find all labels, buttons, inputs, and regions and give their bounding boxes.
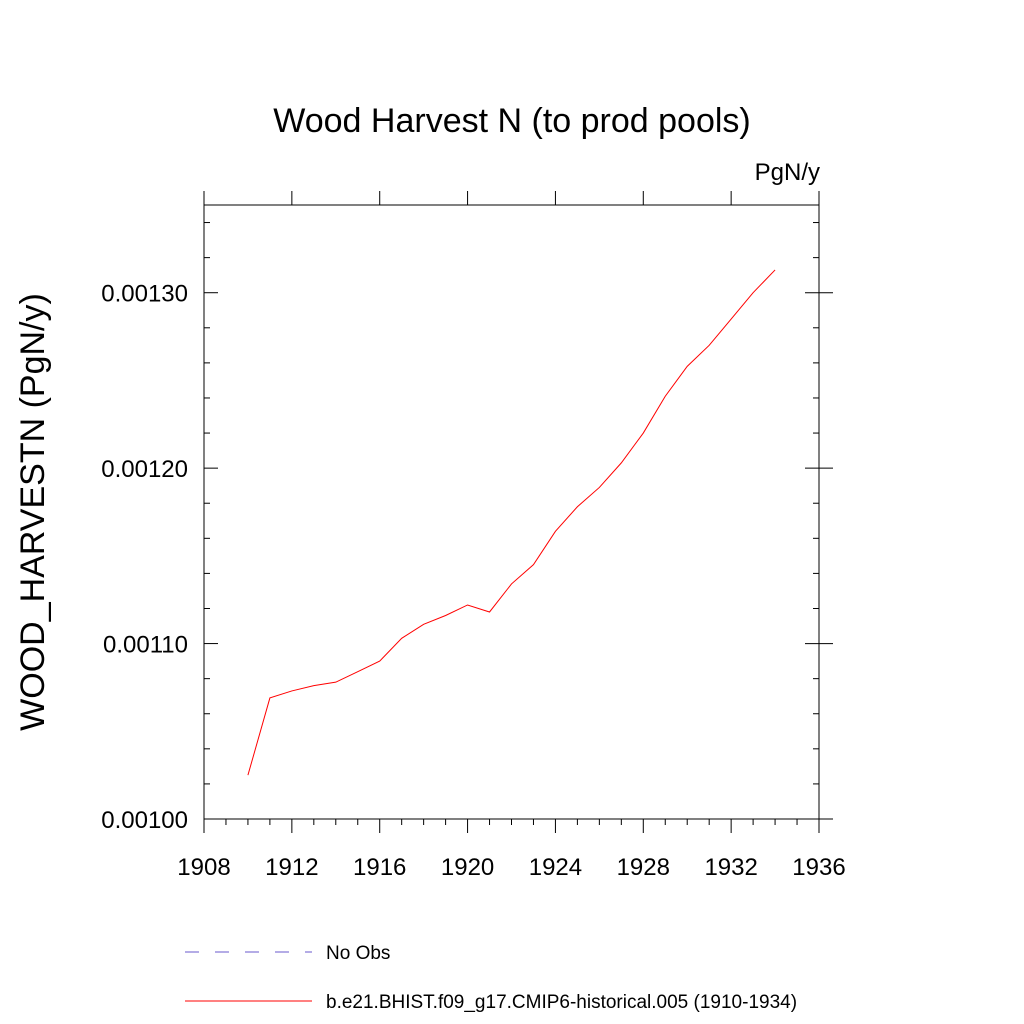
y-tick-label: 0.00100 — [101, 807, 188, 834]
x-tick-label: 1908 — [177, 854, 230, 881]
units-label: PgN/y — [755, 159, 820, 186]
x-tick-label: 1932 — [704, 854, 757, 881]
chart-title: Wood Harvest N (to prod pools) — [273, 102, 750, 140]
y-tick-label: 0.00130 — [101, 281, 188, 308]
axis-ticks — [203, 191, 833, 833]
y-tick-label: 0.00120 — [101, 456, 188, 483]
x-tick-label: 1924 — [529, 854, 582, 881]
legend: No Obs b.e21.BHIST.f09_g17.CMIP6-historic… — [185, 943, 797, 1013]
x-tick-label: 1912 — [265, 854, 318, 881]
x-tick-label: 1920 — [441, 854, 494, 881]
plot-frame — [203, 204, 820, 820]
y-tick-label: 0.00110 — [103, 632, 188, 659]
x-tick-label: 1928 — [617, 854, 670, 881]
series-line — [247, 269, 776, 776]
x-tick-label: 1916 — [353, 854, 406, 881]
legend-label: No Obs — [326, 943, 390, 964]
y-axis-label: WOOD_HARVESTN (PgN/y) — [14, 293, 52, 731]
axis-tick-labels: 1908 1912 1916 1920 1924 1928 1932 1936 0.00100 0… — [101, 281, 845, 881]
series-layer — [247, 269, 776, 776]
legend-label: b.e21.BHIST.f09_g17.CMIP6-historical.005… — [326, 992, 797, 1013]
x-tick-label: 1936 — [792, 854, 845, 881]
